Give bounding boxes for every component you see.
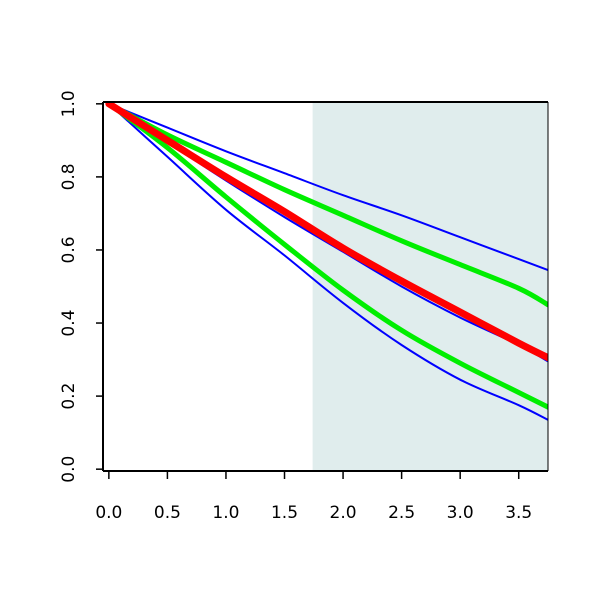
series-line-6 (107, 102, 548, 272)
x-tick-label: 2.0 (330, 503, 357, 523)
x-tick-label: 3.0 (447, 503, 474, 523)
plot-area (105, 102, 548, 471)
y-tick-label: 0.4 (59, 310, 79, 337)
series-line-1 (107, 102, 548, 421)
x-tick-label: 0.0 (95, 503, 122, 523)
y-tick-label: 0.6 (59, 236, 79, 263)
x-tick-label: 1.0 (212, 503, 239, 523)
y-tick-label: 0.2 (59, 383, 79, 410)
x-tick-label: 2.5 (388, 503, 415, 523)
series-lines (105, 102, 548, 421)
y-tick-label: 0.8 (59, 163, 79, 190)
series-line-5 (106, 102, 548, 308)
y-tick-label: 1.0 (59, 90, 79, 117)
x-tick-label: 3.5 (505, 503, 532, 523)
series-line-2 (106, 102, 548, 410)
axes: 0.0 0.2 0.4 0.6 0.8 1.0 0.0 0.5 1.0 1.5 2.0 2.5 3.0 3… (59, 90, 549, 523)
x-tick-label: 1.5 (271, 503, 298, 523)
x-tick-label: 0.5 (154, 503, 181, 523)
series-line-3 (105, 102, 548, 362)
y-tick-label: 0.0 (59, 456, 79, 483)
